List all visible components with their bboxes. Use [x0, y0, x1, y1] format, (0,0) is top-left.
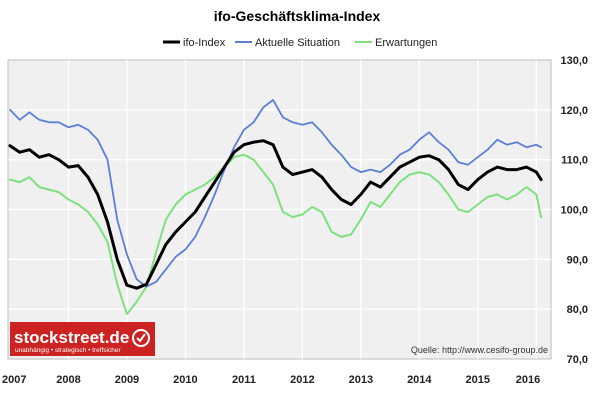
legend-label-ifo-index: ifo-Index — [183, 37, 226, 49]
x-axis-ticks: 2007 2008 2009 2010 2011 2012 2013 2014 2015 2016 — [2, 374, 540, 386]
legend-item-erwartungen: Erwartungen — [355, 37, 437, 49]
x-tick-label: 2010 — [173, 374, 197, 386]
y-tick-label: 80,0 — [567, 304, 588, 316]
checkmark-badge-icon — [132, 329, 150, 347]
legend: ifo-Index Aktuelle Situation Erwartungen — [163, 37, 437, 49]
x-tick-label: 2013 — [349, 374, 373, 386]
logo-name: stockstreet.de — [14, 328, 129, 347]
stockstreet-logo: stockstreet.de unabhängig • strategisch … — [10, 322, 155, 356]
legend-item-ifo-index: ifo-Index — [163, 37, 226, 49]
y-tick-label: 100,0 — [560, 205, 588, 217]
chart-title: ifo-Geschäftsklima-Index — [214, 8, 381, 24]
legend-label-aktuelle-situation: Aktuelle Situation — [255, 37, 340, 49]
source-note: Quelle: http://www.cesifo-group.de — [411, 345, 548, 355]
x-tick-label: 2014 — [407, 374, 432, 386]
logo-background — [10, 322, 155, 356]
series-lines — [8, 99, 543, 316]
legend-label-erwartungen: Erwartungen — [375, 37, 437, 49]
x-tick-label: 2012 — [290, 374, 314, 386]
y-tick-label: 90,0 — [567, 254, 588, 266]
x-tick-label: 2015 — [466, 374, 490, 386]
x-tick-label: 2009 — [115, 374, 139, 386]
y-tick-label: 120,0 — [560, 105, 588, 117]
x-tick-label: 2008 — [56, 374, 80, 386]
x-tick-label: 2007 — [2, 374, 26, 386]
y-tick-label: 110,0 — [561, 155, 588, 167]
y-tick-label: 70,0 — [567, 354, 588, 366]
series-line-ifo-index — [8, 139, 543, 290]
legend-item-aktuelle-situation: Aktuelle Situation — [235, 37, 340, 49]
x-tick-label: 2011 — [232, 374, 256, 386]
series-line-erwartungen — [9, 153, 543, 316]
x-tick-label: 2016 — [516, 374, 540, 386]
y-axis-ticks: 130,0 120,0 110,0 100,0 90,0 80,0 70,0 — [560, 55, 588, 366]
series-line-aktuelle-situation — [9, 99, 542, 288]
logo-tagline: unabhängig • strategisch • treffsicher — [15, 347, 121, 354]
y-tick-label: 130,0 — [560, 55, 588, 67]
